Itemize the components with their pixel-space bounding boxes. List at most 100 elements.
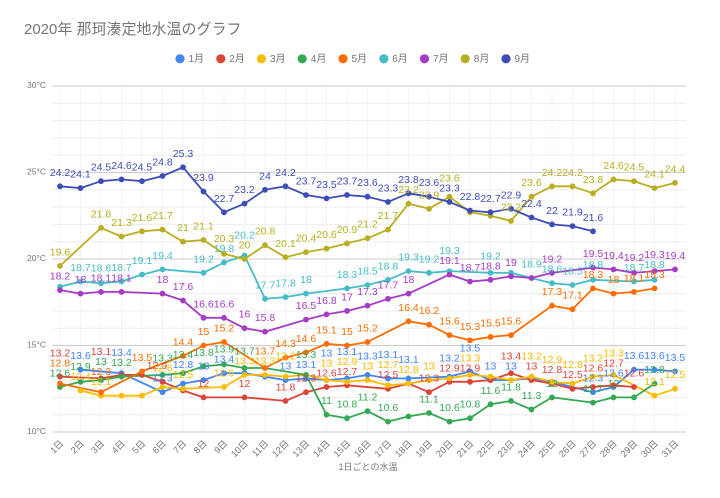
svg-text:18.1: 18.1 (91, 272, 112, 284)
svg-text:11.7: 11.7 (583, 383, 603, 395)
svg-text:16.8: 16.8 (316, 295, 337, 307)
svg-text:19: 19 (505, 257, 517, 269)
svg-text:16.6: 16.6 (214, 298, 235, 310)
svg-text:13.7: 13.7 (255, 345, 276, 357)
svg-text:12.6: 12.6 (624, 368, 645, 380)
svg-text:24.2: 24.2 (562, 167, 583, 179)
svg-text:15.3: 15.3 (460, 321, 481, 333)
svg-text:23.6: 23.6 (439, 172, 460, 184)
svg-text:18.9: 18.9 (521, 259, 542, 271)
svg-text:17.7: 17.7 (378, 279, 399, 291)
svg-text:24.5: 24.5 (132, 162, 153, 174)
svg-text:12.3: 12.3 (419, 373, 440, 385)
svg-text:13.3: 13.3 (460, 352, 481, 364)
svg-text:12.6: 12.6 (214, 368, 235, 380)
svg-text:12.9: 12.9 (147, 360, 168, 372)
svg-text:24.2: 24.2 (542, 167, 563, 179)
svg-text:24.4: 24.4 (665, 163, 686, 175)
svg-text:23.3: 23.3 (378, 182, 399, 194)
svg-text:23.8: 23.8 (583, 174, 604, 186)
svg-text:12.8: 12.8 (644, 364, 665, 376)
svg-text:19.2: 19.2 (193, 253, 214, 265)
svg-text:19.2: 19.2 (480, 250, 501, 262)
svg-text:22: 22 (546, 205, 558, 217)
svg-text:5月: 5月 (352, 53, 368, 65)
svg-text:12.5: 12.5 (173, 369, 194, 381)
svg-text:15.6: 15.6 (439, 316, 460, 328)
svg-text:18.6: 18.6 (91, 262, 112, 274)
svg-text:18.3: 18.3 (644, 269, 665, 281)
svg-text:19.3: 19.3 (398, 252, 419, 264)
svg-text:13.1: 13.1 (378, 349, 399, 361)
svg-text:19.1: 19.1 (439, 255, 460, 267)
svg-text:21.9: 21.9 (562, 207, 583, 219)
svg-text:19.3: 19.3 (644, 249, 665, 261)
svg-text:20.8: 20.8 (255, 226, 276, 238)
svg-text:17.6: 17.6 (173, 281, 194, 293)
svg-text:13.1: 13.1 (337, 346, 358, 358)
svg-text:20.4: 20.4 (296, 233, 317, 245)
svg-text:18.8: 18.8 (644, 259, 665, 271)
svg-text:20.3: 20.3 (214, 233, 235, 245)
svg-text:13.8: 13.8 (193, 347, 214, 359)
svg-text:20.6: 20.6 (316, 229, 337, 241)
svg-text:13: 13 (95, 356, 107, 368)
svg-text:12.9: 12.9 (337, 356, 358, 368)
svg-text:18.5: 18.5 (357, 266, 378, 278)
svg-text:14.3: 14.3 (275, 338, 296, 350)
svg-text:12: 12 (546, 378, 558, 390)
svg-text:21: 21 (177, 222, 189, 234)
svg-text:10°C: 10°C (27, 426, 46, 436)
svg-text:13.3: 13.3 (357, 351, 378, 363)
svg-text:13.1: 13.1 (91, 346, 112, 358)
svg-text:10.8: 10.8 (337, 399, 358, 411)
svg-text:21.7: 21.7 (378, 210, 399, 222)
svg-text:13: 13 (198, 361, 210, 373)
svg-text:17.3: 17.3 (357, 286, 378, 298)
svg-text:19.4: 19.4 (603, 250, 624, 262)
svg-text:12.6: 12.6 (603, 368, 624, 380)
svg-text:18.2: 18.2 (50, 271, 71, 283)
svg-text:25.3: 25.3 (173, 148, 194, 160)
svg-text:22.4: 22.4 (521, 198, 542, 210)
svg-text:24.8: 24.8 (152, 157, 173, 169)
svg-text:21.7: 21.7 (152, 210, 173, 222)
svg-text:15.8: 15.8 (255, 312, 276, 324)
svg-text:25°C: 25°C (27, 166, 46, 176)
svg-text:1月: 1月 (189, 53, 205, 65)
svg-text:18.1: 18.1 (111, 272, 132, 284)
svg-text:11.2: 11.2 (358, 392, 378, 404)
svg-text:21.1: 21.1 (193, 221, 214, 233)
svg-text:24.2: 24.2 (50, 167, 71, 179)
svg-text:23.2: 23.2 (234, 184, 255, 196)
svg-text:12.6: 12.6 (50, 368, 71, 380)
svg-text:15°C: 15°C (27, 339, 46, 349)
svg-text:20: 20 (239, 240, 251, 252)
svg-text:23.6: 23.6 (521, 177, 542, 189)
svg-text:18: 18 (403, 274, 415, 286)
svg-text:13.3: 13.3 (152, 353, 173, 365)
svg-text:11.1: 11.1 (419, 394, 439, 406)
svg-text:12.1: 12.1 (91, 376, 112, 388)
svg-text:24.5: 24.5 (624, 162, 645, 174)
svg-text:6月: 6月 (392, 53, 408, 65)
svg-text:12.7: 12.7 (603, 358, 624, 370)
svg-text:8月: 8月 (474, 53, 490, 65)
svg-text:13.1: 13.1 (296, 359, 317, 371)
svg-text:13.5: 13.5 (665, 352, 686, 364)
svg-text:18.7: 18.7 (111, 262, 132, 274)
svg-text:20.1: 20.1 (275, 238, 296, 250)
svg-text:24.2: 24.2 (275, 167, 296, 179)
svg-text:19.2: 19.2 (624, 252, 645, 264)
svg-text:18.7: 18.7 (70, 262, 91, 274)
svg-text:13.2: 13.2 (50, 348, 71, 360)
svg-text:4月: 4月 (311, 53, 327, 65)
svg-text:24.5: 24.5 (91, 162, 112, 174)
svg-text:2月: 2月 (229, 53, 245, 65)
svg-text:16.2: 16.2 (419, 305, 440, 317)
svg-text:13.7: 13.7 (234, 345, 255, 357)
svg-text:13.6: 13.6 (644, 350, 665, 362)
svg-text:11.8: 11.8 (501, 381, 521, 393)
svg-text:13: 13 (280, 361, 292, 373)
svg-text:30°C: 30°C (27, 80, 46, 90)
